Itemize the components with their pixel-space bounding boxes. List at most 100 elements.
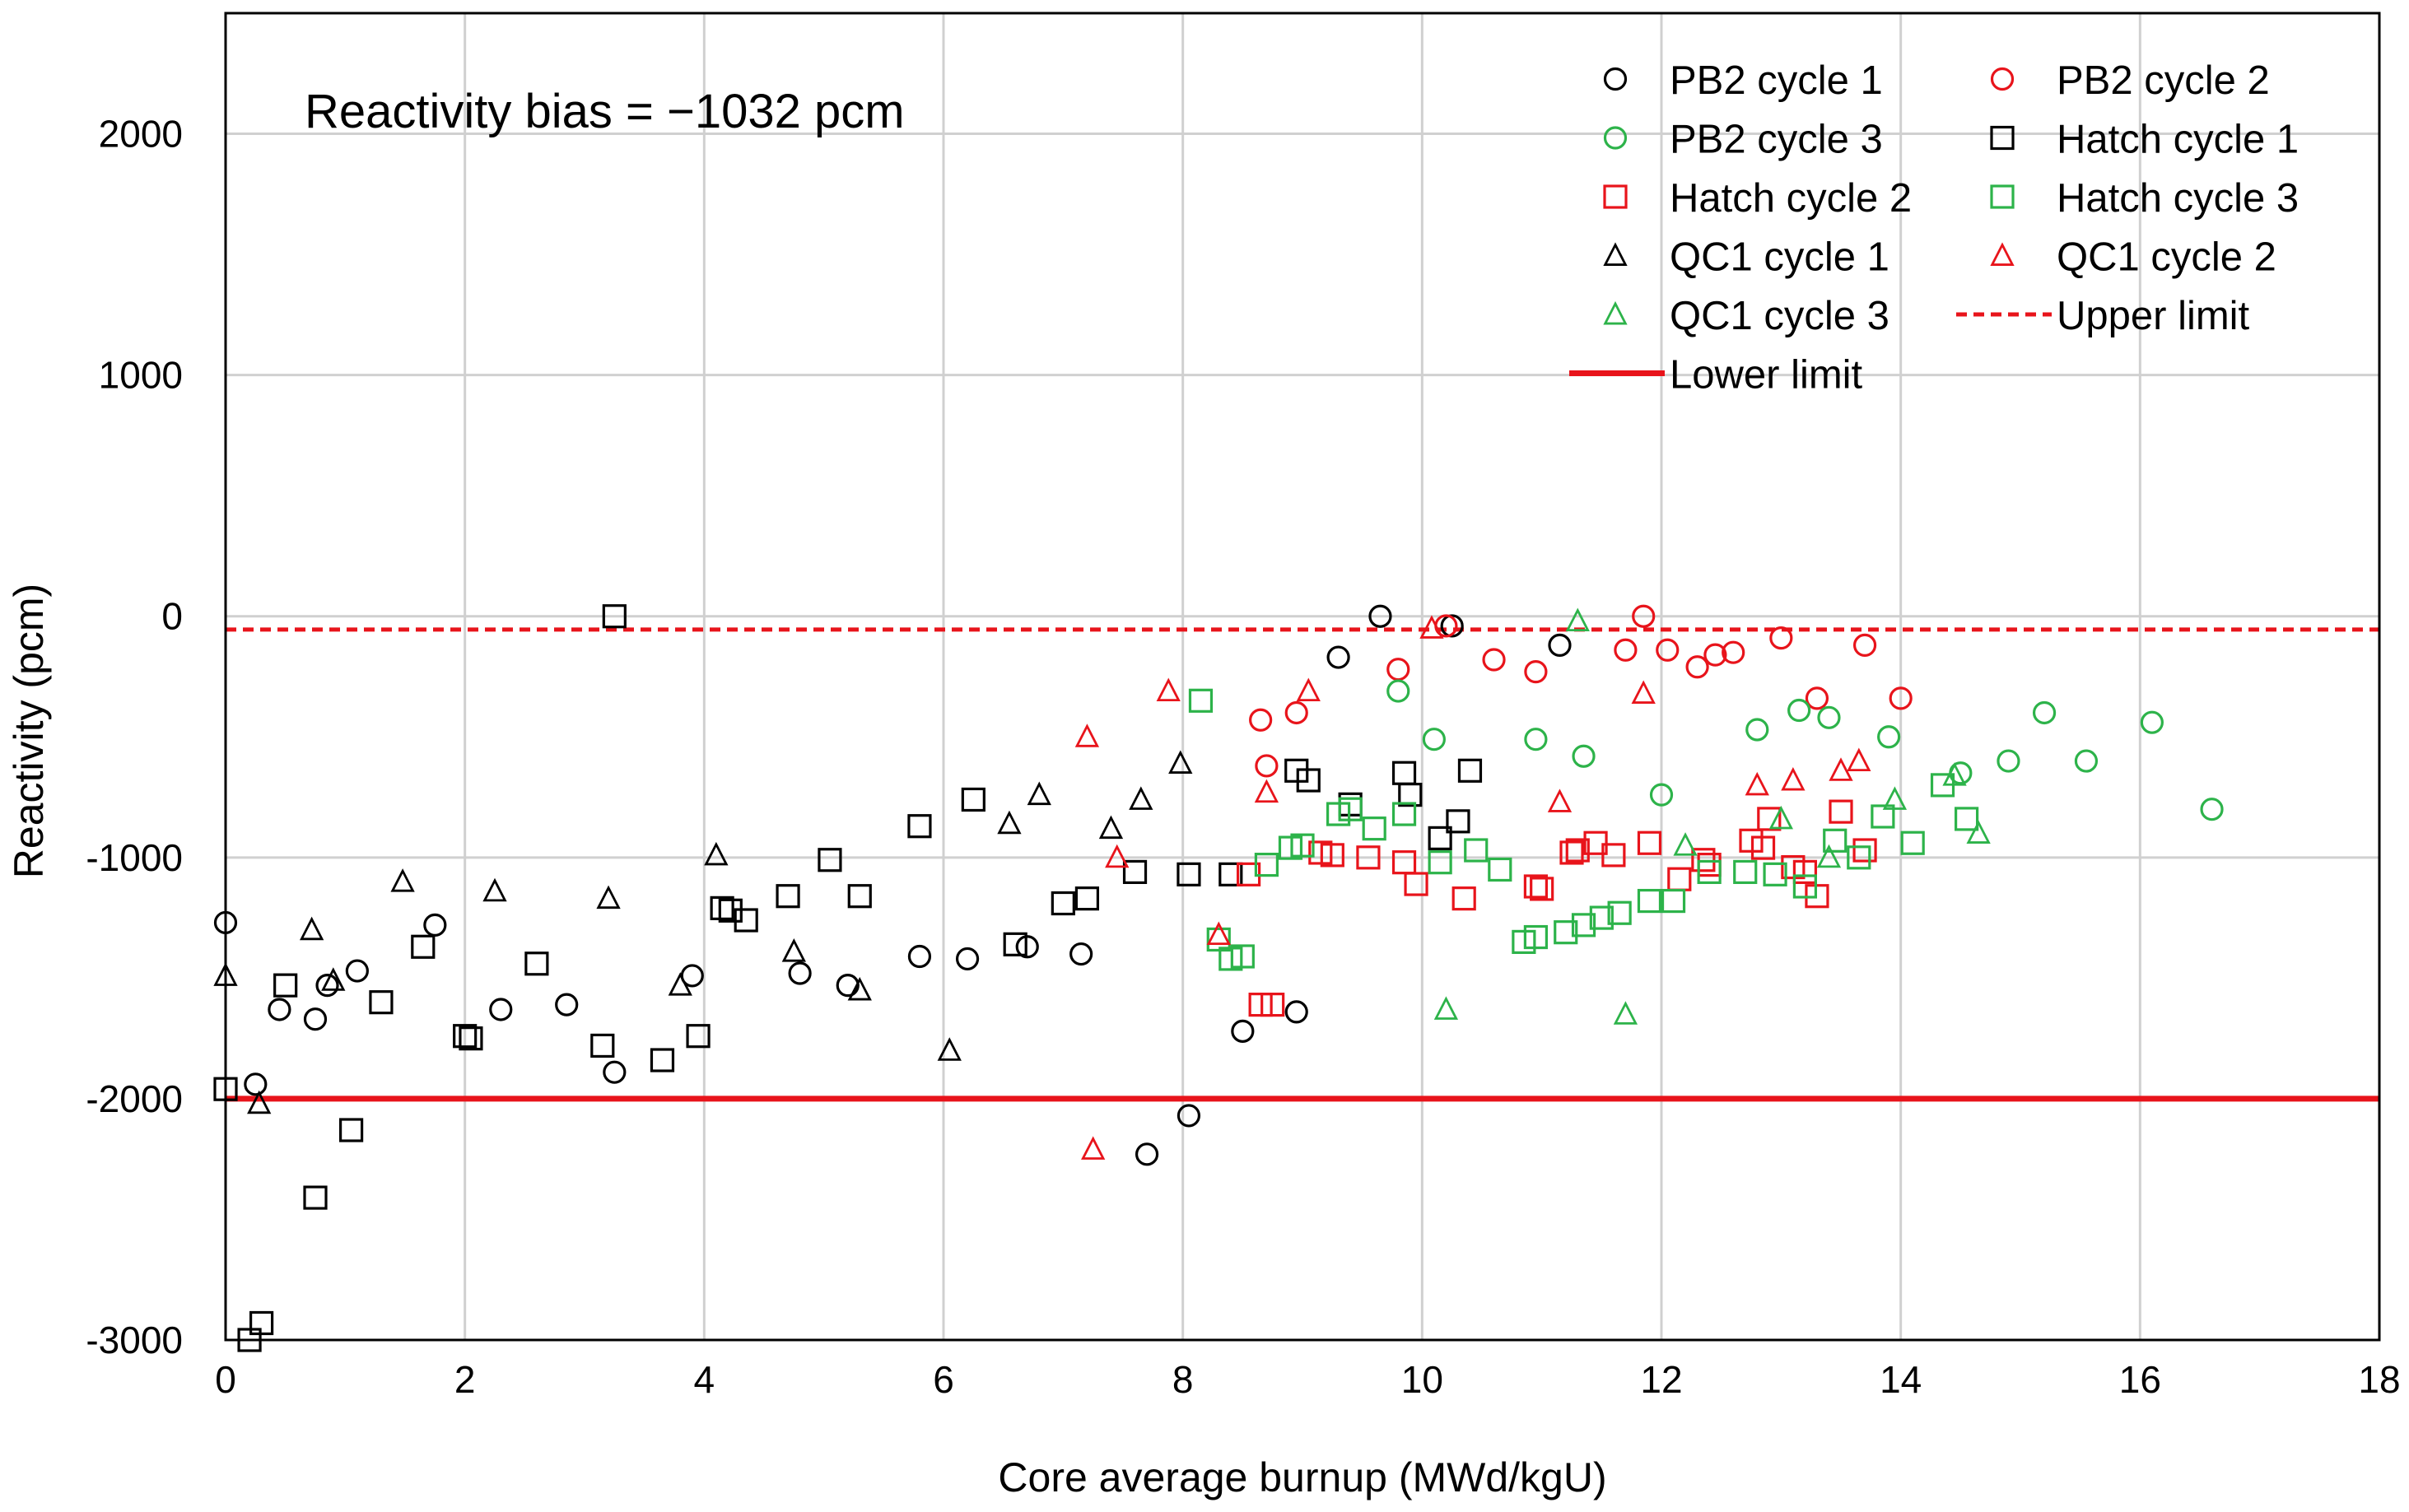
qc1-cycle-1-point xyxy=(997,810,1022,835)
hatch-cycle-1-point xyxy=(1003,932,1027,956)
pb2-cycle-1-point xyxy=(315,974,339,998)
pb2-cycle-1-point xyxy=(907,944,932,969)
qc1-cycle-2-point xyxy=(1156,677,1181,702)
qc1-cycle-1-point xyxy=(321,967,346,991)
hatch-cycle-1-point xyxy=(524,951,549,976)
hatch-cycle-2-point xyxy=(1404,872,1428,896)
pb2-cycle-1-point xyxy=(1177,1104,1201,1128)
hatch-cycle-1-point xyxy=(847,884,872,909)
pb2-cycle-1-point xyxy=(1326,645,1350,669)
x-axis-title: Core average burnup (MWd/kgU) xyxy=(998,1454,1606,1500)
qc1-cycle-2-point xyxy=(1745,771,1769,796)
hatch-cycle-2-point xyxy=(1530,877,1554,901)
hatch-cycle-1-point xyxy=(459,1026,483,1051)
hatch-cycle-3-point xyxy=(1428,850,1452,875)
qc1-cycle-1-point xyxy=(1027,781,1051,806)
hatch-cycle-2-point xyxy=(1829,799,1853,824)
hatch-cycle-2-point xyxy=(1583,830,1608,855)
hatch-cycle-1-point xyxy=(411,934,436,959)
legend-pb2-cycle-2-label: PB2 cycle 2 xyxy=(2057,58,2270,103)
hatch-cycle-3-point xyxy=(1637,888,1662,914)
pb2-cycle-2-point xyxy=(1722,640,1745,664)
pb2-cycle-1-point xyxy=(244,1072,268,1096)
hatch-cycle-3-point xyxy=(1589,905,1614,930)
qc1-cycle-2-point xyxy=(1105,844,1130,868)
pb2-cycle-2-point xyxy=(1685,655,1709,679)
qc1-cycle-1-point xyxy=(704,841,729,866)
hatch-cycle-3-point xyxy=(1188,688,1214,713)
x-tick-label: 4 xyxy=(694,1358,715,1401)
reactivity-bias-annotation: Reactivity bias = −1032 pcm xyxy=(305,85,905,138)
x-tick-label: 6 xyxy=(933,1358,954,1401)
hatch-cycle-2-point xyxy=(1356,845,1381,870)
legend-hatch-cycle-1-symbol xyxy=(1990,125,2015,151)
hatch-cycle-1-point xyxy=(1296,768,1321,793)
hatch-cycle-3-point xyxy=(1338,797,1363,821)
qc1-cycle-2-point xyxy=(1781,766,1806,791)
hatch-cycle-2-point xyxy=(1792,859,1817,885)
qc1-cycle-1-point xyxy=(668,972,692,996)
pb2-cycle-2-point xyxy=(1656,638,1680,662)
hatch-cycle-1-point xyxy=(369,990,394,1015)
hatch-cycle-1-point xyxy=(776,884,800,909)
qc1-cycle-2-point xyxy=(1847,747,1871,772)
qc1-cycle-2-point xyxy=(1631,680,1656,704)
hatch-cycle-1-point xyxy=(1457,758,1483,783)
pb2-cycle-2-point xyxy=(1632,604,1656,628)
pb2-cycle-2-point xyxy=(1482,648,1506,672)
qc1-cycle-2-point xyxy=(1074,723,1100,747)
qc1-cycle-3-point xyxy=(1768,805,1793,830)
hatch-cycle-1-point xyxy=(686,1024,711,1049)
hatch-cycle-2-point xyxy=(1559,840,1584,865)
hatch-cycle-3-point xyxy=(1254,853,1279,877)
pb2-cycle-1-point xyxy=(1368,604,1392,628)
legend-qc1-cycle-3-label: QC1 cycle 3 xyxy=(1670,294,1889,338)
legend-qc1-cycle-2-symbol xyxy=(1990,242,2015,266)
qc1-cycle-3-point xyxy=(1433,996,1459,1020)
qc1-cycle-1-point xyxy=(847,976,872,1001)
hatch-cycle-1-point xyxy=(650,1048,675,1072)
x-tick-label: 12 xyxy=(1640,1358,1682,1401)
hatch-cycle-3-point xyxy=(1554,920,1578,945)
hatch-cycle-3-point xyxy=(1697,859,1722,885)
hatch-cycle-1-point xyxy=(734,908,758,933)
legend-hatch-cycle-2-label: Hatch cycle 2 xyxy=(1670,176,1912,221)
hatch-cycle-2-point xyxy=(1691,848,1716,872)
qc1-cycle-2-point xyxy=(1829,757,1853,781)
hatch-cycle-2-point xyxy=(1260,993,1285,1017)
hatch-cycle-1-point xyxy=(1428,826,1452,850)
hatch-cycle-1-point xyxy=(710,896,734,920)
pb2-cycle-1-point xyxy=(489,998,513,1021)
hatch-cycle-1-point xyxy=(590,1033,615,1058)
pb2-cycle-3-point xyxy=(1649,783,1674,807)
hatch-cycle-1-point xyxy=(1051,891,1075,916)
pb2-cycle-1-point xyxy=(555,993,579,1017)
pb2-cycle-2-point xyxy=(1284,700,1308,725)
pb2-cycle-3-point xyxy=(1997,749,2020,773)
qc1-cycle-3-point xyxy=(1966,820,1991,844)
pb2-cycle-1-point xyxy=(345,959,369,983)
pb2-cycle-2-point xyxy=(1889,686,1913,710)
qc1-cycle-3-point xyxy=(1942,762,1967,786)
pb2-cycle-3-point xyxy=(2032,700,2057,725)
hatch-cycle-1-point xyxy=(339,1118,364,1142)
pb2-cycle-1-point xyxy=(1440,614,1464,638)
pb2-cycle-3-point xyxy=(1787,698,1811,723)
pb2-cycle-3-point xyxy=(1524,728,1548,751)
pb2-cycle-3-point xyxy=(1745,718,1769,742)
pb2-cycle-3-point xyxy=(1386,679,1410,703)
legend-pb2-cycle-3-symbol xyxy=(1603,126,1628,150)
hatch-cycle-2-point xyxy=(1757,807,1782,831)
pb2-cycle-2-point xyxy=(1805,686,1829,710)
hatch-cycle-3-point xyxy=(1571,913,1596,937)
hatch-cycle-2-point xyxy=(1750,835,1776,860)
x-tick-label: 16 xyxy=(2119,1358,2161,1401)
pb2-cycle-1-point xyxy=(1284,1000,1308,1024)
qc1-cycle-2-point xyxy=(1547,789,1573,812)
legend-qc1-cycle-1-label: QC1 cycle 1 xyxy=(1670,235,1889,280)
x-tick-label: 10 xyxy=(1401,1358,1443,1401)
hatch-cycle-1-point xyxy=(273,973,298,998)
pb2-cycle-3-point xyxy=(1877,725,1901,749)
pb2-cycle-1-point xyxy=(1548,633,1572,657)
hatch-cycle-3-point xyxy=(1464,838,1489,863)
